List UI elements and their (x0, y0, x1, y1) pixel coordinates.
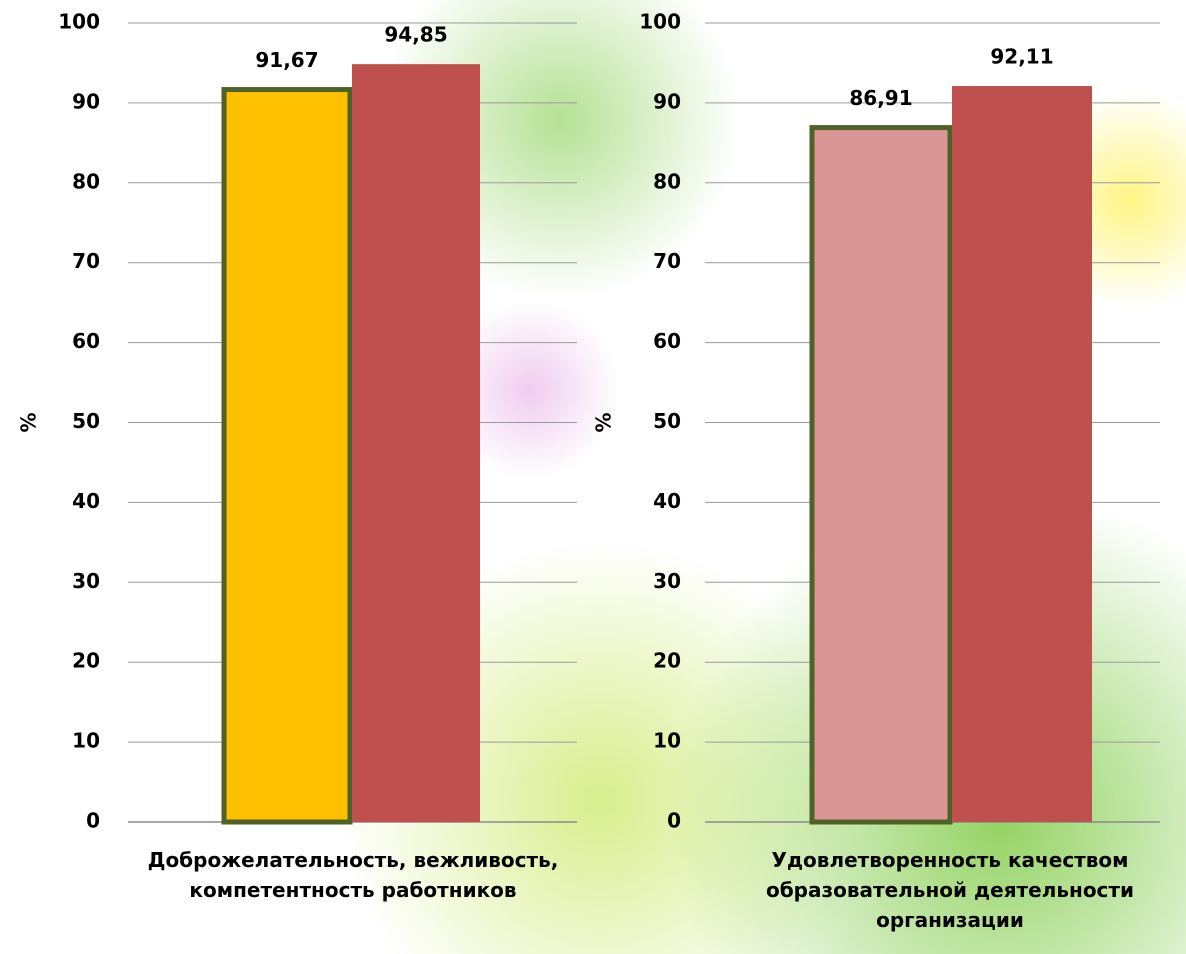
y-tick-label: 60 (72, 329, 100, 353)
x-tick-label-box: Удовлетворенность качеством образователь… (720, 845, 1180, 954)
y-tick-label: 30 (653, 569, 681, 593)
y-tick-label: 10 (653, 729, 681, 753)
page: 0102030405060708090100%91,6794,85Доброже… (0, 0, 1186, 954)
data-label: 92,11 (990, 45, 1053, 69)
x-tick-label: Удовлетворенность качеством образователь… (720, 845, 1180, 935)
y-axis-label: % (592, 412, 616, 432)
y-tick-label: 0 (86, 809, 100, 833)
bar (352, 64, 480, 822)
y-tick-label: 80 (653, 169, 681, 193)
y-tick-label: 20 (72, 649, 100, 673)
y-tick-label: 70 (653, 249, 681, 273)
y-tick-label: 60 (653, 329, 681, 353)
y-tick-label: 0 (667, 809, 681, 833)
data-label: 91,67 (255, 48, 318, 72)
bar (812, 128, 950, 822)
y-tick-label: 40 (72, 489, 100, 513)
y-tick-label: 50 (653, 409, 681, 433)
y-tick-label: 20 (653, 649, 681, 673)
x-tick-label-box: Доброжелательность, вежливость, компетен… (133, 845, 573, 954)
y-tick-label: 40 (653, 489, 681, 513)
y-tick-label: 30 (72, 569, 100, 593)
bar (224, 90, 350, 822)
y-tick-label: 90 (653, 89, 681, 113)
x-tick-label: Доброжелательность, вежливость, компетен… (133, 845, 573, 905)
y-tick-label: 50 (72, 409, 100, 433)
y-tick-label: 90 (72, 89, 100, 113)
y-tick-label: 100 (639, 10, 681, 34)
bar (952, 86, 1092, 822)
y-axis-label: % (17, 412, 41, 432)
y-tick-label: 80 (72, 169, 100, 193)
y-tick-label: 100 (58, 10, 100, 34)
data-label: 94,85 (384, 23, 447, 47)
chart: 0102030405060708090100%91,6794,85Доброже… (0, 0, 1186, 954)
data-label: 86,91 (849, 86, 912, 110)
y-tick-label: 10 (72, 729, 100, 753)
y-tick-label: 70 (72, 249, 100, 273)
